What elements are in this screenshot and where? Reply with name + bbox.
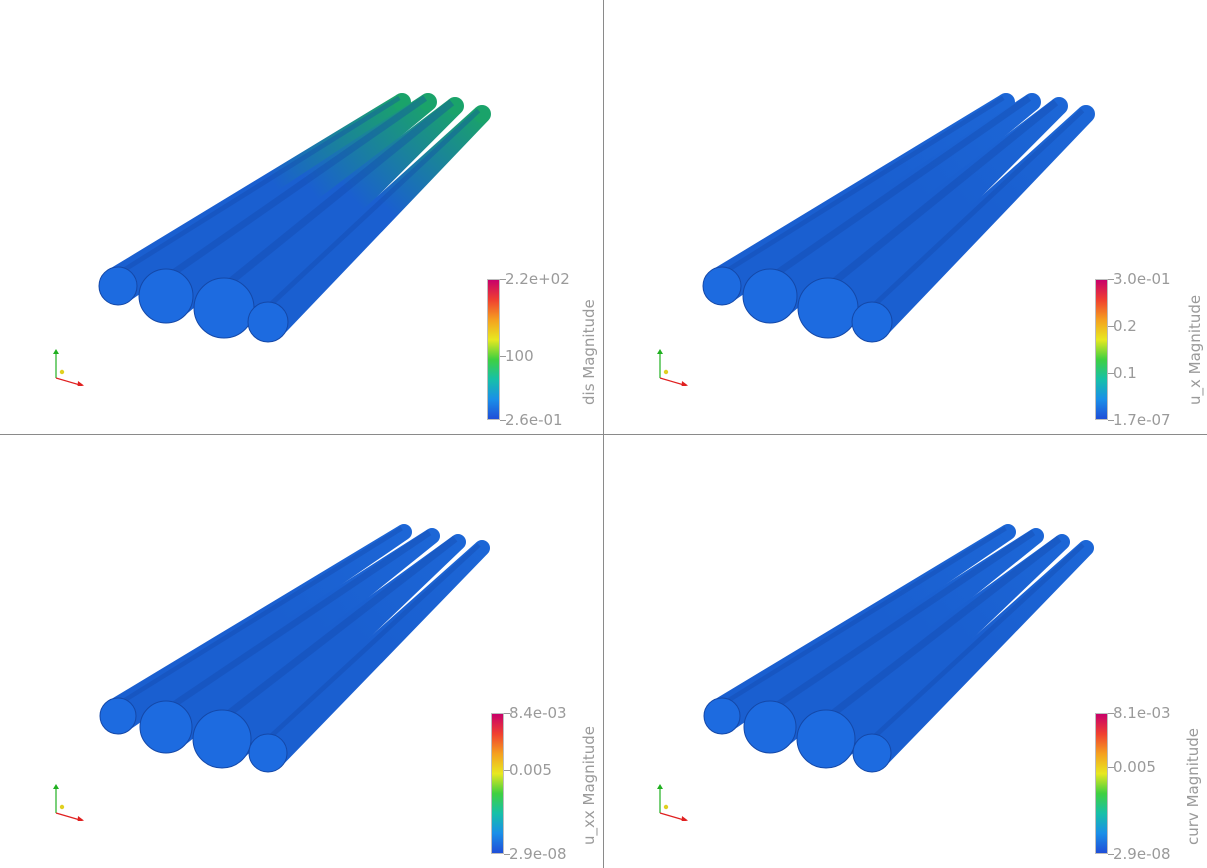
colorbar-mid-label-2: 0.1 (1113, 364, 1137, 382)
tube-scene (702, 93, 1095, 343)
colorbar-min-label: 1.7e-07 (1113, 411, 1171, 429)
colorbar (487, 279, 500, 420)
viewport-curv[interactable]: 8.1e-03 0.005 2.9e-08 curv Magnitude (604, 435, 1207, 868)
colorbar-tick (1108, 326, 1114, 327)
colorbar-mid-label: 0.005 (509, 761, 552, 780)
colorbar-min-label: 2.9e-08 (1113, 845, 1171, 863)
colorbar-title: u_x Magnitude (1186, 294, 1204, 405)
colorbar-tick (1108, 854, 1114, 855)
colorbar-max-label: 8.1e-03 (1113, 704, 1171, 722)
colorbar-min-label: 2.9e-08 (509, 845, 567, 863)
colorbar-title: dis Magnitude (580, 299, 598, 405)
colorbar-max-label: 3.0e-01 (1113, 270, 1171, 288)
colorbar (491, 713, 504, 854)
colorbar-mid-label: 0.005 (1113, 757, 1156, 776)
colorbar-min-label: 2.6e-01 (505, 411, 563, 429)
orientation-axes-icon (48, 781, 88, 825)
tube-scene (703, 524, 1094, 773)
viewport-dis[interactable]: 2.2e+02 100 2.6e-01 dis Magnitude (0, 0, 603, 434)
tube-scene (99, 524, 490, 773)
colorbar-title: curv Magnitude (1184, 727, 1202, 845)
viewport-divider-horizontal[interactable] (0, 434, 1207, 435)
colorbar-tick (500, 356, 506, 357)
orientation-axes-icon (652, 346, 692, 390)
orientation-axes-icon (48, 346, 88, 390)
colorbar-mid-label: 100 (505, 347, 534, 365)
colorbar-max-label: 2.2e+02 (505, 270, 570, 288)
colorbar-tick (500, 420, 506, 421)
orientation-axes-icon (652, 781, 692, 825)
colorbar (1095, 279, 1108, 420)
colorbar-tick (1108, 713, 1114, 714)
colorbar-tick (500, 279, 506, 280)
colorbar-tick (504, 854, 510, 855)
tube-scene (98, 93, 491, 343)
colorbar-tick (504, 770, 510, 772)
colorbar (1095, 713, 1108, 854)
colorbar-mid-label-1: 0.2 (1113, 317, 1137, 335)
colorbar-max-label: 8.4e-03 (509, 704, 567, 722)
viewport-u-xx[interactable]: 8.4e-03 0.005 2.9e-08 u_xx Magnitude (0, 435, 603, 868)
viewport-u-x[interactable]: 3.0e-01 0.2 0.1 1.7e-07 u_x Magnitude (604, 0, 1207, 434)
colorbar-tick (1108, 279, 1114, 280)
colorbar-tick (1108, 766, 1114, 768)
colorbar-tick (504, 713, 510, 714)
colorbar-title: u_xx Magnitude (580, 726, 598, 845)
colorbar-tick (1108, 420, 1114, 421)
colorbar-tick (1108, 373, 1114, 374)
